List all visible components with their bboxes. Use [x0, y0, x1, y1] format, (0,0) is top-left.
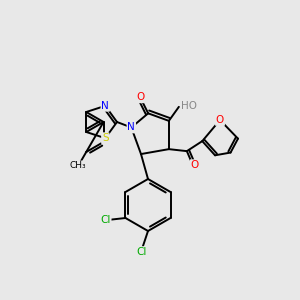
Text: CH₃: CH₃	[70, 161, 87, 170]
Text: HO: HO	[181, 101, 197, 111]
Text: Cl: Cl	[137, 247, 147, 257]
Text: Cl: Cl	[100, 215, 111, 225]
Text: N: N	[101, 101, 109, 111]
Text: N: N	[128, 122, 135, 133]
Text: O: O	[136, 92, 144, 102]
Text: O: O	[216, 115, 224, 125]
Text: S: S	[102, 133, 109, 143]
Text: O: O	[191, 160, 199, 170]
